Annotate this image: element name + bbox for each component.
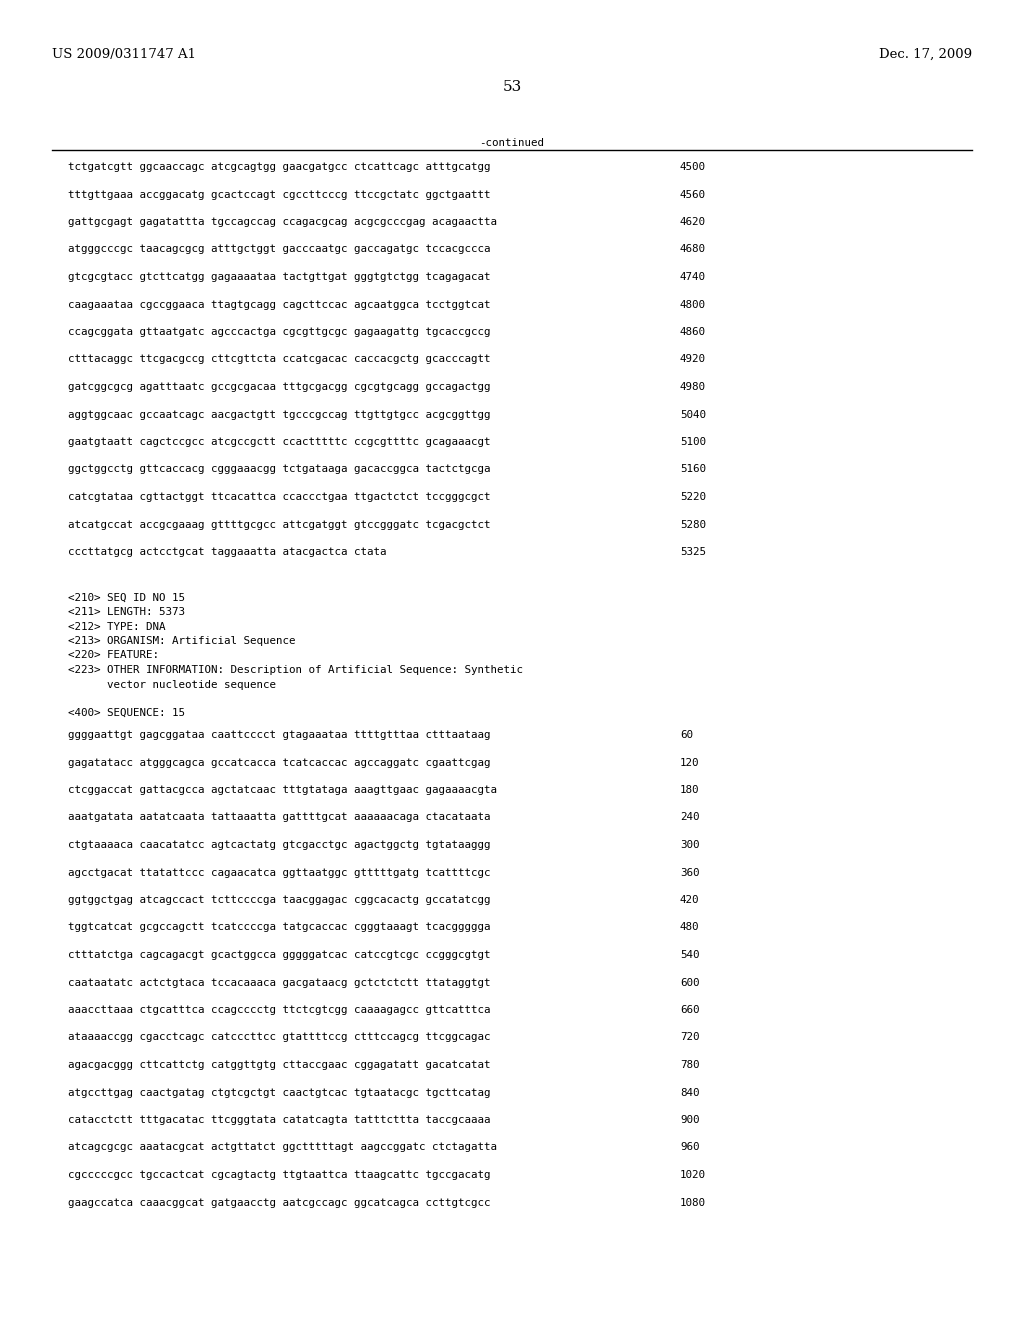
Text: 120: 120 xyxy=(680,758,699,767)
Text: ggtggctgag atcagccact tcttccccga taacggagac cggcacactg gccatatcgg: ggtggctgag atcagccact tcttccccga taacgga… xyxy=(68,895,490,906)
Text: 300: 300 xyxy=(680,840,699,850)
Text: 480: 480 xyxy=(680,923,699,932)
Text: 5160: 5160 xyxy=(680,465,706,474)
Text: gaagccatca caaacggcat gatgaacctg aatcgccagc ggcatcagca ccttgtcgcc: gaagccatca caaacggcat gatgaacctg aatcgcc… xyxy=(68,1197,490,1208)
Text: ggctggcctg gttcaccacg cgggaaacgg tctgataaga gacaccggca tactctgcga: ggctggcctg gttcaccacg cgggaaacgg tctgata… xyxy=(68,465,490,474)
Text: 720: 720 xyxy=(680,1032,699,1043)
Text: 5100: 5100 xyxy=(680,437,706,447)
Text: <212> TYPE: DNA: <212> TYPE: DNA xyxy=(68,622,166,631)
Text: gatcggcgcg agatttaatc gccgcgacaa tttgcgacgg cgcgtgcagg gccagactgg: gatcggcgcg agatttaatc gccgcgacaa tttgcga… xyxy=(68,381,490,392)
Text: catacctctt tttgacatac ttcgggtata catatcagta tatttcttta taccgcaaaa: catacctctt tttgacatac ttcgggtata catatca… xyxy=(68,1115,490,1125)
Text: 1080: 1080 xyxy=(680,1197,706,1208)
Text: <223> OTHER INFORMATION: Description of Artificial Sequence: Synthetic: <223> OTHER INFORMATION: Description of … xyxy=(68,665,523,675)
Text: tttgttgaaa accggacatg gcactccagt cgccttcccg ttccgctatc ggctgaattt: tttgttgaaa accggacatg gcactccagt cgccttc… xyxy=(68,190,490,199)
Text: gagatatacc atgggcagca gccatcacca tcatcaccac agccaggatc cgaattcgag: gagatatacc atgggcagca gccatcacca tcatcac… xyxy=(68,758,490,767)
Text: aaaccttaaa ctgcatttca ccagcccctg ttctcgtcgg caaaagagcc gttcatttca: aaaccttaaa ctgcatttca ccagcccctg ttctcgt… xyxy=(68,1005,490,1015)
Text: Dec. 17, 2009: Dec. 17, 2009 xyxy=(879,48,972,61)
Text: 900: 900 xyxy=(680,1115,699,1125)
Text: 780: 780 xyxy=(680,1060,699,1071)
Text: 420: 420 xyxy=(680,895,699,906)
Text: 5325: 5325 xyxy=(680,546,706,557)
Text: atcagcgcgc aaatacgcat actgttatct ggctttttagt aagccggatc ctctagatta: atcagcgcgc aaatacgcat actgttatct ggctttt… xyxy=(68,1143,497,1152)
Text: <400> SEQUENCE: 15: <400> SEQUENCE: 15 xyxy=(68,708,185,718)
Text: 4680: 4680 xyxy=(680,244,706,255)
Text: 4620: 4620 xyxy=(680,216,706,227)
Text: <211> LENGTH: 5373: <211> LENGTH: 5373 xyxy=(68,607,185,616)
Text: 660: 660 xyxy=(680,1005,699,1015)
Text: ccagcggata gttaatgatc agcccactga cgcgttgcgc gagaagattg tgcaccgccg: ccagcggata gttaatgatc agcccactga cgcgttg… xyxy=(68,327,490,337)
Text: atcatgccat accgcgaaag gttttgcgcc attcgatggt gtccgggatc tcgacgctct: atcatgccat accgcgaaag gttttgcgcc attcgat… xyxy=(68,520,490,529)
Text: 360: 360 xyxy=(680,867,699,878)
Text: gtcgcgtacc gtcttcatgg gagaaaataa tactgttgat gggtgtctgg tcagagacat: gtcgcgtacc gtcttcatgg gagaaaataa tactgtt… xyxy=(68,272,490,282)
Text: cgcccccgcc tgccactcat cgcagtactg ttgtaattca ttaagcattc tgccgacatg: cgcccccgcc tgccactcat cgcagtactg ttgtaat… xyxy=(68,1170,490,1180)
Text: 4980: 4980 xyxy=(680,381,706,392)
Text: -continued: -continued xyxy=(479,139,545,148)
Text: aggtggcaac gccaatcagc aacgactgtt tgcccgccag ttgttgtgcc acgcggttgg: aggtggcaac gccaatcagc aacgactgtt tgcccgc… xyxy=(68,409,490,420)
Text: atgccttgag caactgatag ctgtcgctgt caactgtcac tgtaatacgc tgcttcatag: atgccttgag caactgatag ctgtcgctgt caactgt… xyxy=(68,1088,490,1097)
Text: catcgtataa cgttactggt ttcacattca ccaccctgaa ttgactctct tccgggcgct: catcgtataa cgttactggt ttcacattca ccaccct… xyxy=(68,492,490,502)
Text: 240: 240 xyxy=(680,813,699,822)
Text: 4800: 4800 xyxy=(680,300,706,309)
Text: gattgcgagt gagatattta tgccagccag ccagacgcag acgcgcccgag acagaactta: gattgcgagt gagatattta tgccagccag ccagacg… xyxy=(68,216,497,227)
Text: agacgacggg cttcattctg catggttgtg cttaccgaac cggagatatt gacatcatat: agacgacggg cttcattctg catggttgtg cttaccg… xyxy=(68,1060,490,1071)
Text: vector nucleotide sequence: vector nucleotide sequence xyxy=(68,680,276,689)
Text: <220> FEATURE:: <220> FEATURE: xyxy=(68,651,159,660)
Text: caagaaataa cgccggaaca ttagtgcagg cagcttccac agcaatggca tcctggtcat: caagaaataa cgccggaaca ttagtgcagg cagcttc… xyxy=(68,300,490,309)
Text: ataaaaccgg cgacctcagc catcccttcc gtattttccg ctttccagcg ttcggcagac: ataaaaccgg cgacctcagc catcccttcc gtatttt… xyxy=(68,1032,490,1043)
Text: tggtcatcat gcgccagctt tcatccccga tatgcaccac cgggtaaagt tcacggggga: tggtcatcat gcgccagctt tcatccccga tatgcac… xyxy=(68,923,490,932)
Text: 600: 600 xyxy=(680,978,699,987)
Text: gaatgtaatt cagctccgcc atcgccgctt ccactttttc ccgcgttttc gcagaaacgt: gaatgtaatt cagctccgcc atcgccgctt ccacttt… xyxy=(68,437,490,447)
Text: 540: 540 xyxy=(680,950,699,960)
Text: <213> ORGANISM: Artificial Sequence: <213> ORGANISM: Artificial Sequence xyxy=(68,636,296,645)
Text: 53: 53 xyxy=(503,81,521,94)
Text: ctttacaggc ttcgacgccg cttcgttcta ccatcgacac caccacgctg gcacccagtt: ctttacaggc ttcgacgccg cttcgttcta ccatcga… xyxy=(68,355,490,364)
Text: 840: 840 xyxy=(680,1088,699,1097)
Text: 180: 180 xyxy=(680,785,699,795)
Text: 4740: 4740 xyxy=(680,272,706,282)
Text: cccttatgcg actcctgcat taggaaatta atacgactca ctata: cccttatgcg actcctgcat taggaaatta atacgac… xyxy=(68,546,386,557)
Text: 5220: 5220 xyxy=(680,492,706,502)
Text: <210> SEQ ID NO 15: <210> SEQ ID NO 15 xyxy=(68,593,185,602)
Text: caataatatc actctgtaca tccacaaaca gacgataacg gctctctctt ttataggtgt: caataatatc actctgtaca tccacaaaca gacgata… xyxy=(68,978,490,987)
Text: tctgatcgtt ggcaaccagc atcgcagtgg gaacgatgcc ctcattcagc atttgcatgg: tctgatcgtt ggcaaccagc atcgcagtgg gaacgat… xyxy=(68,162,490,172)
Text: 5040: 5040 xyxy=(680,409,706,420)
Text: 4860: 4860 xyxy=(680,327,706,337)
Text: 1020: 1020 xyxy=(680,1170,706,1180)
Text: 960: 960 xyxy=(680,1143,699,1152)
Text: 4560: 4560 xyxy=(680,190,706,199)
Text: ggggaattgt gagcggataa caattcccct gtagaaataa ttttgtttaa ctttaataag: ggggaattgt gagcggataa caattcccct gtagaaa… xyxy=(68,730,490,741)
Text: 60: 60 xyxy=(680,730,693,741)
Text: atgggcccgc taacagcgcg atttgctggt gacccaatgc gaccagatgc tccacgccca: atgggcccgc taacagcgcg atttgctggt gacccaa… xyxy=(68,244,490,255)
Text: aaatgatata aatatcaata tattaaatta gattttgcat aaaaaacaga ctacataata: aaatgatata aatatcaata tattaaatta gattttg… xyxy=(68,813,490,822)
Text: ctgtaaaaca caacatatcc agtcactatg gtcgacctgc agactggctg tgtataaggg: ctgtaaaaca caacatatcc agtcactatg gtcgacc… xyxy=(68,840,490,850)
Text: ctcggaccat gattacgcca agctatcaac tttgtataga aaagttgaac gagaaaacgta: ctcggaccat gattacgcca agctatcaac tttgtat… xyxy=(68,785,497,795)
Text: 4500: 4500 xyxy=(680,162,706,172)
Text: 5280: 5280 xyxy=(680,520,706,529)
Text: 4920: 4920 xyxy=(680,355,706,364)
Text: agcctgacat ttatattccc cagaacatca ggttaatggc gtttttgatg tcattttcgc: agcctgacat ttatattccc cagaacatca ggttaat… xyxy=(68,867,490,878)
Text: ctttatctga cagcagacgt gcactggcca gggggatcac catccgtcgc ccgggcgtgt: ctttatctga cagcagacgt gcactggcca gggggat… xyxy=(68,950,490,960)
Text: US 2009/0311747 A1: US 2009/0311747 A1 xyxy=(52,48,196,61)
